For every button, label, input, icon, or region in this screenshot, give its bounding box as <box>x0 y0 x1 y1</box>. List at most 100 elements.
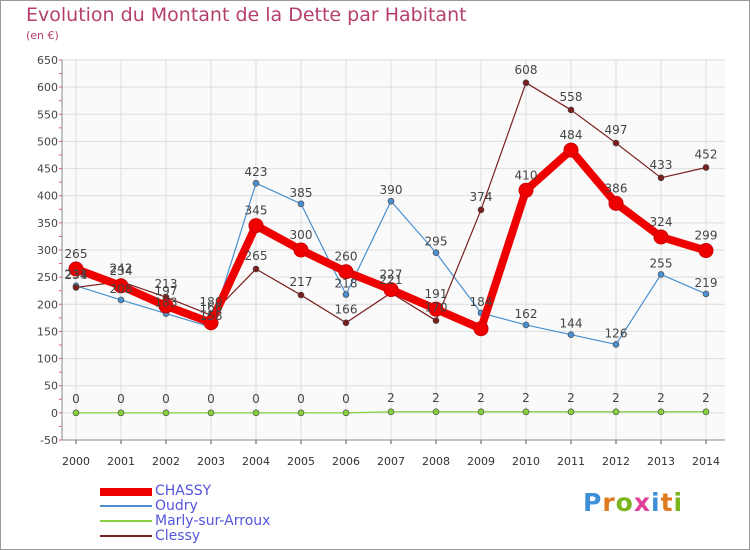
data-label-marly-sur-arroux: 0 <box>297 392 305 406</box>
data-label-oudry: 385 <box>290 186 313 200</box>
data-point-clessy <box>567 106 575 114</box>
data-point-marly-sur-arroux <box>342 409 350 417</box>
data-label-marly-sur-arroux: 2 <box>567 391 575 405</box>
x-tick-label: 2014 <box>692 455 720 468</box>
legend-label-oudry: Oudry <box>155 498 198 514</box>
data-point-chassy <box>248 218 264 234</box>
data-point-oudry <box>297 200 305 208</box>
data-point-oudry <box>342 291 350 298</box>
legend-label-marly: Marly-sur-Arroux <box>155 513 271 529</box>
data-label-chassy: 191 <box>425 287 448 301</box>
y-tick-label: 500 <box>37 135 58 148</box>
logo-letter: t <box>660 488 674 517</box>
data-label-chassy: 260 <box>335 250 358 264</box>
logo-letter: i <box>651 488 661 517</box>
data-point-chassy <box>473 321 489 337</box>
data-label-oudry: 218 <box>335 277 358 291</box>
data-label-marly-sur-arroux: 2 <box>612 391 620 405</box>
x-tick-label: 2007 <box>377 455 405 468</box>
data-label-chassy: 345 <box>245 204 268 218</box>
data-point-oudry <box>612 341 620 348</box>
y-tick-label: 650 <box>37 54 58 67</box>
data-point-marly-sur-arroux <box>387 408 395 416</box>
x-tick-label: 2010 <box>512 455 540 468</box>
data-label-oudry: 208 <box>110 282 133 296</box>
logo-letter: P <box>583 488 603 517</box>
data-point-clessy <box>657 174 665 182</box>
data-label-oudry: 184 <box>470 295 493 309</box>
x-tick-label: 2002 <box>152 455 180 468</box>
data-label-chassy: 410 <box>515 168 538 182</box>
data-label-chassy: 324 <box>650 215 673 229</box>
data-label-chassy: 227 <box>380 268 403 282</box>
data-label-chassy: 166 <box>200 301 223 315</box>
data-point-clessy <box>252 265 260 273</box>
data-label-oudry: 144 <box>560 317 583 331</box>
x-tick-label: 2000 <box>62 455 90 468</box>
y-tick-label: 150 <box>37 325 58 338</box>
data-point-oudry <box>657 271 665 278</box>
data-point-chassy <box>383 282 399 298</box>
chart-title: Evolution du Montant de la Dette par Hab… <box>26 4 467 26</box>
data-label-oudry: 183 <box>155 296 178 310</box>
logo-letter: r <box>602 488 616 517</box>
data-label-marly-sur-arroux: 0 <box>342 392 350 406</box>
data-label-chassy: 299 <box>695 229 718 243</box>
data-label-chassy: 265 <box>65 247 88 261</box>
data-point-chassy <box>293 242 309 258</box>
x-tick-label: 2012 <box>602 455 630 468</box>
data-label-clessy: 452 <box>695 147 718 161</box>
data-label-chassy: 386 <box>605 181 628 195</box>
data-label-marly-sur-arroux: 2 <box>477 391 485 405</box>
y-tick-label: 600 <box>37 81 58 94</box>
y-tick-label: 300 <box>37 244 58 257</box>
y-tick-label: 550 <box>37 108 58 121</box>
legend-item-chassy: CHASSY <box>100 483 320 499</box>
data-label-oudry: 126 <box>605 326 628 340</box>
data-point-chassy <box>608 195 624 211</box>
y-tick-label: 200 <box>37 298 58 311</box>
data-point-marly-sur-arroux <box>72 409 80 417</box>
data-point-marly-sur-arroux <box>567 408 575 416</box>
x-tick-label: 2004 <box>242 455 270 468</box>
data-point-clessy <box>342 319 350 327</box>
data-point-oudry <box>567 331 575 338</box>
y-tick-label: 100 <box>37 353 58 366</box>
data-label-marly-sur-arroux: 2 <box>387 391 395 405</box>
data-label-marly-sur-arroux: 0 <box>207 392 215 406</box>
data-label-clessy: 242 <box>110 261 133 275</box>
data-label-clessy: 217 <box>290 275 313 289</box>
chart-subtitle: (en €) <box>26 29 59 42</box>
legend-swatch-chassy <box>100 488 152 496</box>
data-point-oudry <box>522 321 530 329</box>
data-point-marly-sur-arroux <box>117 409 125 417</box>
data-label-marly-sur-arroux: 2 <box>432 391 440 405</box>
x-tick-label: 2008 <box>422 455 450 468</box>
y-tick-label: 50 <box>44 380 58 393</box>
x-tick-label: 2003 <box>197 455 225 468</box>
data-label-clessy: 170 <box>425 301 448 315</box>
data-label-oudry: 162 <box>515 307 538 321</box>
data-label-clessy: 497 <box>605 123 628 137</box>
data-point-chassy <box>518 182 534 198</box>
data-label-clessy: 166 <box>335 303 358 317</box>
data-label-clessy: 265 <box>245 249 268 263</box>
legend-swatch-marly <box>100 520 152 522</box>
data-point-chassy <box>428 301 444 317</box>
data-point-clessy <box>522 79 530 87</box>
data-label-clessy: 608 <box>515 63 538 77</box>
data-point-chassy <box>338 264 354 280</box>
data-point-clessy <box>612 139 620 147</box>
data-label-marly-sur-arroux: 2 <box>522 391 530 405</box>
data-label-clessy: 374 <box>470 190 493 204</box>
data-label-clessy: 221 <box>380 273 403 287</box>
x-tick-label: 2001 <box>107 455 135 468</box>
data-point-marly-sur-arroux <box>252 409 260 417</box>
data-label-marly-sur-arroux: 0 <box>162 392 170 406</box>
data-label-oudry: 423 <box>245 165 268 179</box>
data-point-marly-sur-arroux <box>477 408 485 416</box>
y-tick-label: 450 <box>37 163 58 176</box>
data-point-chassy <box>698 243 714 259</box>
data-label-oudry: 219 <box>695 276 718 290</box>
